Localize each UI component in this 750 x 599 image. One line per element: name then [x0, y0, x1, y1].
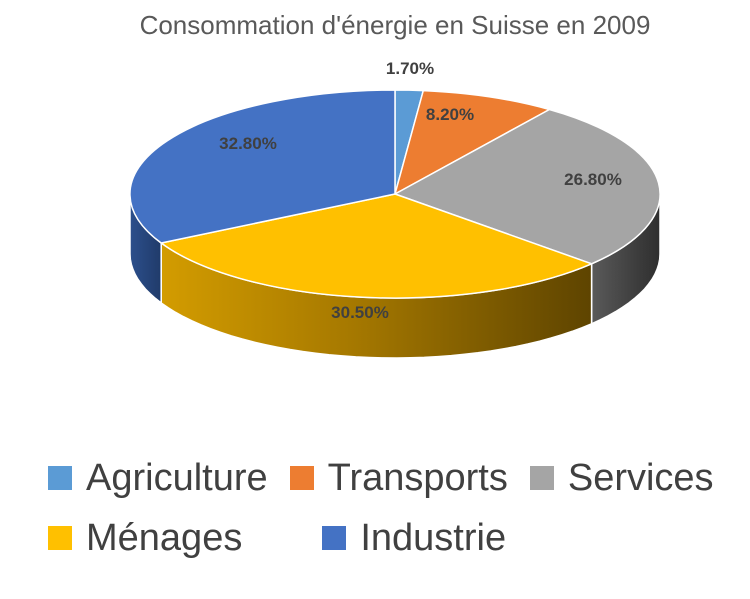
data-label-transports: 8.20% [426, 105, 474, 124]
pie-slice-industrie [129, 89, 396, 244]
data-label-agriculture: 1.70% [386, 59, 434, 78]
chart-title: Consommation d'énergie en Suisse en 2009 [139, 10, 651, 40]
legend: Agriculture Transports Services Ménages … [48, 448, 748, 568]
legend-label-transports: Transports [327, 456, 508, 499]
legend-swatch-industrie [322, 526, 347, 550]
legend-item-agriculture: Agriculture [48, 457, 268, 500]
legend-label-industrie: Industrie [360, 516, 507, 559]
legend-label-menages: Ménages [86, 516, 243, 559]
pie-slice-transports [394, 89, 551, 195]
pie-slice-services [394, 108, 661, 265]
legend-swatch-menages [48, 526, 72, 550]
legend-swatch-services [529, 466, 554, 490]
data-label-services: 26.80% [564, 170, 622, 189]
legend-swatch-agriculture [48, 466, 72, 490]
legend-item-transports: Transports [289, 456, 508, 500]
data-label-menages: 30.50% [331, 303, 389, 322]
legend-label-agriculture: Agriculture [86, 456, 268, 499]
data-label-industrie: 32.80% [219, 134, 277, 153]
legend-label-services: Services [567, 456, 714, 499]
legend-item-industrie: Industrie [322, 517, 506, 560]
legend-item-menages: Ménages [48, 517, 242, 560]
pie-slice-menages [160, 193, 593, 299]
legend-row-2: Ménages Industrie [48, 508, 748, 568]
legend-row-1: Agriculture Transports Services [48, 448, 748, 508]
legend-item-services: Services [529, 456, 714, 500]
legend-swatch-transports [289, 466, 314, 490]
